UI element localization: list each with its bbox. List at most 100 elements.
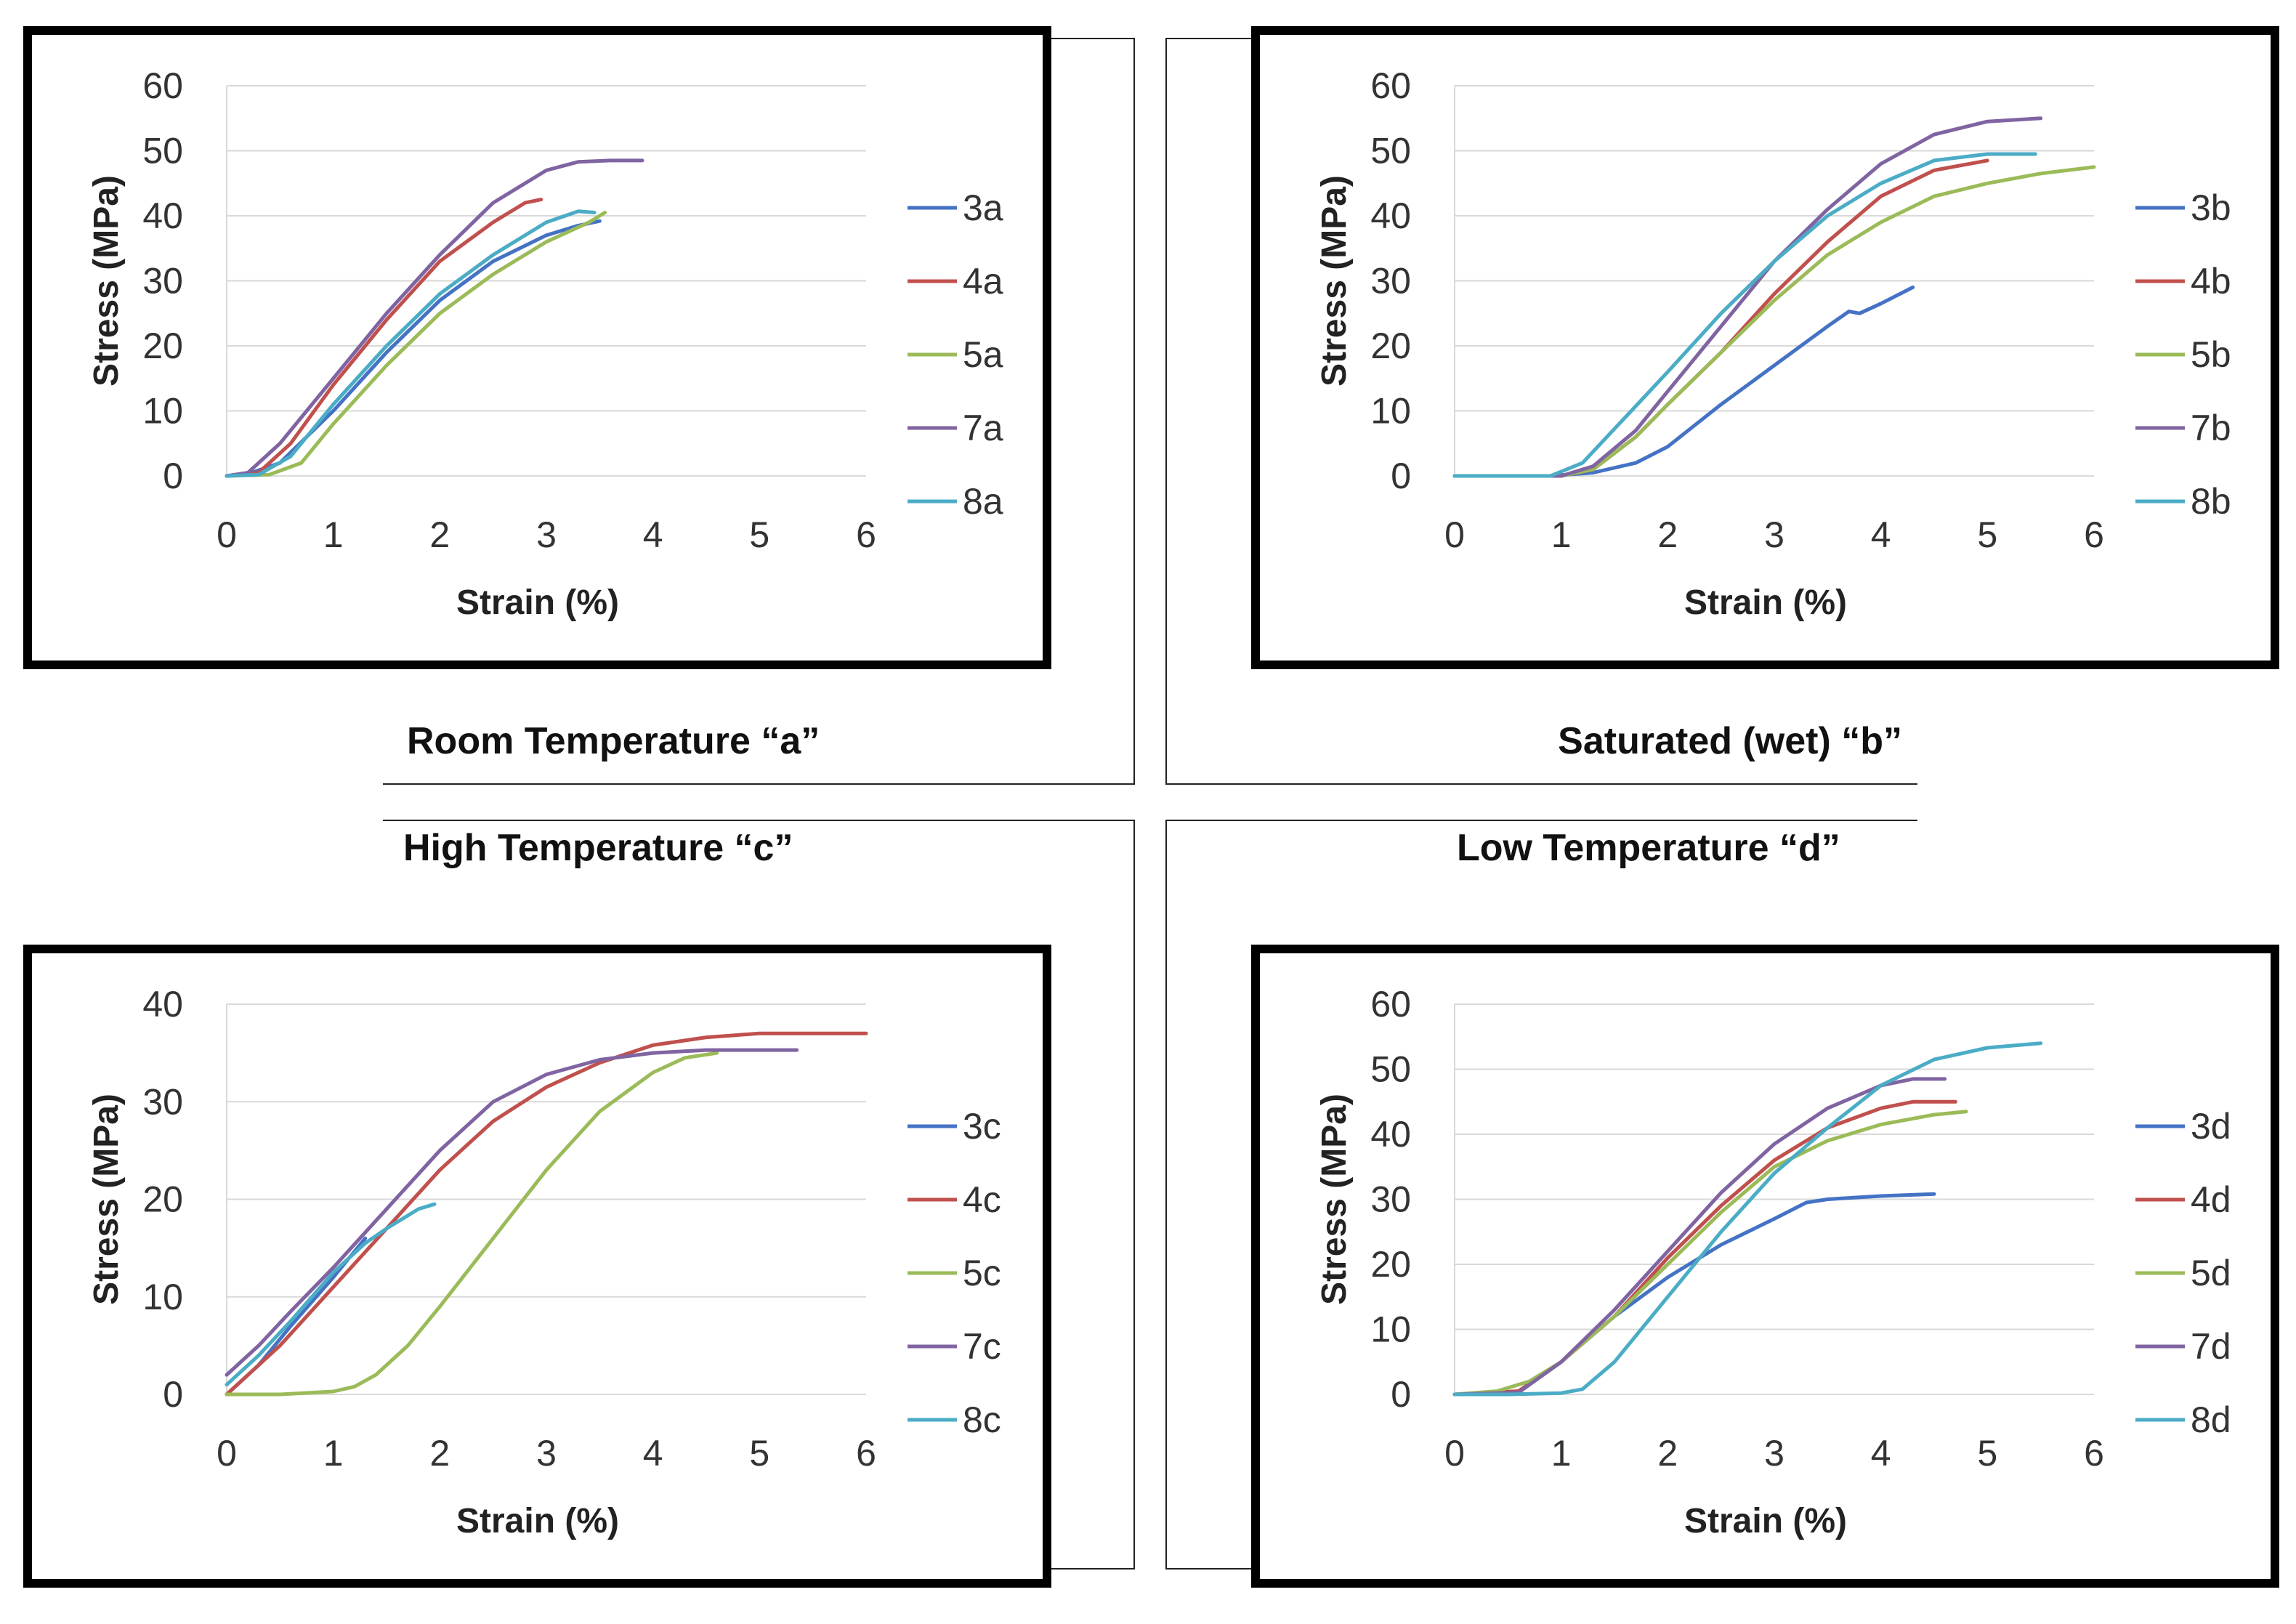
y-tick-label: 50 [1370, 1049, 1411, 1090]
condition-label-d: Low Temperature “d” [1457, 827, 1840, 869]
legend-label-4c: 4c [963, 1179, 1001, 1220]
x-tick-label: 2 [429, 514, 450, 555]
legend-label-4a: 4a [963, 261, 1003, 302]
series-line-5d [1452, 1110, 1968, 1397]
x-tick-label: 4 [643, 514, 663, 555]
y-tick-label: 40 [1370, 1114, 1411, 1155]
y-tick-label: 0 [163, 1374, 183, 1415]
series-line-8c [225, 1202, 437, 1387]
series-line-4c [225, 1031, 868, 1397]
y-tick-label: 20 [1370, 326, 1411, 366]
y-tick-label: 0 [1391, 1374, 1411, 1415]
y-tick-label: 40 [142, 984, 183, 1025]
legend-label-4b: 4b [2191, 261, 2231, 302]
series-line-7d [1452, 1077, 1947, 1397]
chart-svg-c: 0 10 20 30 40 0 1 2 3 4 5 6 Strain (%) Stress (MPa) 3c… [87, 984, 1001, 1540]
x-tick-label: 5 [749, 514, 769, 555]
x-tick-label: 0 [1444, 514, 1465, 555]
legend-label-5b: 5b [2191, 334, 2231, 375]
x-tick-label: 6 [856, 1433, 876, 1474]
x-tick-label: 3 [1764, 514, 1784, 555]
x-axis-title: Strain (%) [456, 1502, 619, 1540]
chart-svg-d: 0 10 20 30 40 50 60 0 1 2 3 4 5 6 Strain (%) Stress (MP… [1315, 984, 2231, 1540]
legend-label-8c: 8c [963, 1399, 1001, 1440]
condition-label-b: Saturated (wet) “b” [1558, 720, 1902, 762]
series-line-5b [1452, 165, 2096, 478]
x-tick-label: 3 [536, 1433, 557, 1474]
legend-label-4d: 4d [2191, 1179, 2231, 1220]
legend-label-7b: 7b [2191, 408, 2231, 448]
y-tick-label: 30 [142, 261, 183, 302]
x-tick-label: 1 [323, 1433, 344, 1474]
chart-panel-low-temperature: 0 10 20 30 40 50 60 0 1 2 3 4 5 6 Strain (%) Stress (MP… [1251, 945, 2279, 1588]
x-tick-label: 5 [1977, 514, 1997, 555]
series-line-5c [225, 1051, 719, 1397]
x-tick-label: 2 [1657, 1433, 1678, 1474]
y-tick-label: 30 [1370, 261, 1411, 302]
x-tick-label: 6 [2084, 1433, 2104, 1474]
x-tick-label: 6 [856, 514, 876, 555]
y-tick-label: 30 [142, 1081, 183, 1122]
legend-label-5a: 5a [963, 334, 1003, 375]
y-axis-title: Stress (MPa) [87, 175, 126, 387]
y-tick-label: 30 [1370, 1179, 1411, 1220]
chart-panel-room-temperature: 0 10 20 30 40 50 60 0 1 2 3 4 5 6 Strain (%) Stress (MP… [23, 26, 1051, 669]
condition-label-c: High Temperature “c” [403, 827, 793, 869]
y-tick-label: 0 [1391, 456, 1411, 496]
x-tick-label: 2 [1657, 514, 1678, 555]
x-tick-label: 4 [1871, 1433, 1891, 1474]
series-line-7c [225, 1048, 799, 1377]
series-line-4a [225, 198, 543, 478]
y-tick-label: 20 [142, 326, 183, 366]
y-axis-title: Stress (MPa) [1315, 175, 1354, 387]
series-line-8a [225, 209, 597, 478]
y-tick-label: 20 [142, 1179, 183, 1220]
series-line-7a [225, 158, 644, 478]
series-line-5a [225, 211, 607, 478]
series-line-3b [1452, 285, 1915, 478]
chart-panel-high-temperature: 0 10 20 30 40 0 1 2 3 4 5 6 Strain (%) Stress (MPa) 3c… [23, 945, 1051, 1588]
series-line-8b [1452, 152, 2037, 478]
chart-svg-a: 0 10 20 30 40 50 60 0 1 2 3 4 5 6 Strain (%) Stress (MP… [87, 65, 1003, 622]
y-tick-label: 50 [142, 131, 183, 171]
legend-label-7c: 7c [963, 1326, 1001, 1367]
legend-label-3a: 3a [963, 187, 1003, 228]
y-axis-title: Stress (MPa) [87, 1094, 126, 1305]
y-tick-label: 60 [1370, 984, 1411, 1025]
x-axis-title: Strain (%) [1684, 1502, 1847, 1540]
x-tick-label: 3 [1764, 1433, 1784, 1474]
legend-label-3b: 3b [2191, 187, 2231, 228]
x-tick-label: 0 [217, 1433, 237, 1474]
y-tick-label: 10 [1370, 1309, 1411, 1350]
legend-label-8a: 8a [963, 481, 1003, 522]
x-tick-label: 4 [643, 1433, 663, 1474]
x-tick-label: 0 [217, 514, 237, 555]
y-tick-label: 20 [1370, 1244, 1411, 1285]
chart-panel-saturated: 0 10 20 30 40 50 60 0 1 2 3 4 5 6 Strain (%) Stress (MP… [1251, 26, 2279, 669]
x-tick-label: 6 [2084, 514, 2104, 555]
x-axis-title: Strain (%) [1684, 583, 1847, 622]
condition-label-a: Room Temperature “a” [407, 720, 820, 762]
legend-label-8b: 8b [2191, 481, 2231, 522]
chart-svg-b: 0 10 20 30 40 50 60 0 1 2 3 4 5 6 Strain (%) Stress (MP… [1315, 65, 2231, 622]
legend-label-5d: 5d [2191, 1253, 2231, 1293]
x-axis-title: Strain (%) [456, 583, 619, 622]
legend-label-3d: 3d [2191, 1106, 2231, 1147]
x-tick-label: 0 [1444, 1433, 1465, 1474]
x-tick-label: 1 [323, 514, 344, 555]
legend-label-8d: 8d [2191, 1399, 2231, 1440]
x-tick-label: 1 [1551, 514, 1572, 555]
x-tick-label: 3 [536, 514, 557, 555]
y-tick-label: 60 [1370, 65, 1411, 106]
legend-label-7a: 7a [963, 408, 1003, 448]
x-tick-label: 5 [1977, 1433, 1997, 1474]
legend-label-3c: 3c [963, 1106, 1001, 1147]
x-tick-label: 2 [429, 1433, 450, 1474]
series-line-4d [1452, 1099, 1957, 1397]
y-tick-label: 0 [163, 456, 183, 496]
series-line-8d [1452, 1041, 2043, 1397]
legend-label-7d: 7d [2191, 1326, 2231, 1367]
y-tick-label: 60 [142, 65, 183, 106]
x-tick-label: 5 [749, 1433, 769, 1474]
legend-label-5c: 5c [963, 1253, 1001, 1293]
